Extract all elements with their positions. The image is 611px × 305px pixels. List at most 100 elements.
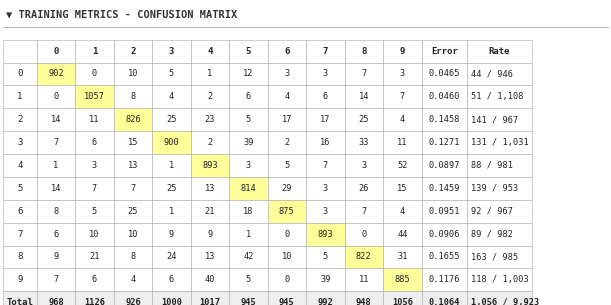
Bar xyxy=(422,223,467,246)
Bar xyxy=(383,200,422,223)
Bar xyxy=(152,154,191,177)
Bar xyxy=(152,177,191,200)
Text: 3: 3 xyxy=(323,70,328,78)
Text: 39: 39 xyxy=(243,138,254,147)
Text: 5: 5 xyxy=(246,275,251,284)
Text: 0: 0 xyxy=(284,275,290,284)
Bar xyxy=(37,200,75,223)
Text: 8: 8 xyxy=(361,47,367,56)
Bar xyxy=(229,85,268,108)
Text: 0: 0 xyxy=(361,230,367,239)
Text: 9: 9 xyxy=(400,47,405,56)
Text: 40: 40 xyxy=(205,275,215,284)
Text: 8: 8 xyxy=(53,207,59,216)
Bar xyxy=(268,154,306,177)
Bar xyxy=(114,177,152,200)
Bar xyxy=(229,40,268,63)
Text: 14: 14 xyxy=(51,184,61,193)
Bar xyxy=(75,291,114,305)
Bar xyxy=(3,246,37,268)
Text: 7: 7 xyxy=(92,184,97,193)
Text: 7: 7 xyxy=(323,161,328,170)
Bar xyxy=(37,223,75,246)
Bar xyxy=(37,177,75,200)
Bar xyxy=(467,291,532,305)
Bar xyxy=(383,85,422,108)
Text: 6: 6 xyxy=(284,47,290,56)
Bar xyxy=(152,246,191,268)
Text: 5: 5 xyxy=(17,184,23,193)
Bar xyxy=(37,131,75,154)
Bar xyxy=(345,154,383,177)
Bar xyxy=(345,291,383,305)
Text: 13: 13 xyxy=(205,184,215,193)
Bar xyxy=(268,108,306,131)
Bar xyxy=(229,246,268,268)
Text: 0.1655: 0.1655 xyxy=(429,253,460,261)
Text: 3: 3 xyxy=(246,161,251,170)
Bar xyxy=(114,40,152,63)
Bar xyxy=(345,200,383,223)
Text: 39: 39 xyxy=(320,275,331,284)
Bar xyxy=(152,108,191,131)
Text: 1: 1 xyxy=(207,70,213,78)
Text: 51 / 1,108: 51 / 1,108 xyxy=(471,92,524,101)
Bar xyxy=(229,200,268,223)
Text: 6: 6 xyxy=(246,92,251,101)
Text: 7: 7 xyxy=(361,70,367,78)
Text: 26: 26 xyxy=(359,184,369,193)
Text: Rate: Rate xyxy=(489,47,510,56)
Text: 25: 25 xyxy=(359,115,369,124)
Text: 2: 2 xyxy=(207,138,213,147)
Text: 11: 11 xyxy=(359,275,369,284)
Text: 2: 2 xyxy=(130,47,136,56)
Bar xyxy=(422,63,467,85)
Text: 893: 893 xyxy=(202,161,218,170)
Bar xyxy=(383,63,422,85)
Text: 0.1271: 0.1271 xyxy=(429,138,460,147)
Text: 15: 15 xyxy=(397,184,408,193)
Bar xyxy=(75,154,114,177)
Bar xyxy=(306,246,345,268)
Text: 13: 13 xyxy=(128,161,138,170)
Text: 9: 9 xyxy=(17,275,23,284)
Bar xyxy=(467,85,532,108)
Bar xyxy=(3,200,37,223)
Bar xyxy=(268,40,306,63)
Bar xyxy=(75,223,114,246)
Bar xyxy=(422,131,467,154)
Text: 0.0897: 0.0897 xyxy=(429,161,460,170)
Bar xyxy=(152,40,191,63)
Bar xyxy=(467,40,532,63)
Bar xyxy=(383,40,422,63)
Text: 4: 4 xyxy=(17,161,23,170)
Text: 826: 826 xyxy=(125,115,141,124)
Bar xyxy=(345,223,383,246)
Bar xyxy=(383,131,422,154)
Text: 44 / 946: 44 / 946 xyxy=(471,70,513,78)
Text: 0.1459: 0.1459 xyxy=(429,184,460,193)
Bar xyxy=(37,154,75,177)
Bar xyxy=(75,177,114,200)
Text: 4: 4 xyxy=(400,207,405,216)
Bar xyxy=(467,63,532,85)
Text: 6: 6 xyxy=(323,92,328,101)
Bar xyxy=(114,268,152,291)
Bar xyxy=(306,291,345,305)
Bar xyxy=(268,268,306,291)
Text: 0.1176: 0.1176 xyxy=(429,275,460,284)
Text: 4: 4 xyxy=(130,275,136,284)
Text: 33: 33 xyxy=(359,138,369,147)
Bar xyxy=(229,291,268,305)
Bar xyxy=(3,85,37,108)
Text: 1,056 / 9,923: 1,056 / 9,923 xyxy=(471,298,540,305)
Bar xyxy=(152,131,191,154)
Bar xyxy=(268,177,306,200)
Text: 3: 3 xyxy=(400,70,405,78)
Text: 0.0460: 0.0460 xyxy=(429,92,460,101)
Text: 1: 1 xyxy=(17,92,23,101)
Text: 118 / 1,003: 118 / 1,003 xyxy=(471,275,529,284)
Text: 6: 6 xyxy=(53,230,59,239)
Text: 7: 7 xyxy=(400,92,405,101)
Text: 1056: 1056 xyxy=(392,298,413,305)
